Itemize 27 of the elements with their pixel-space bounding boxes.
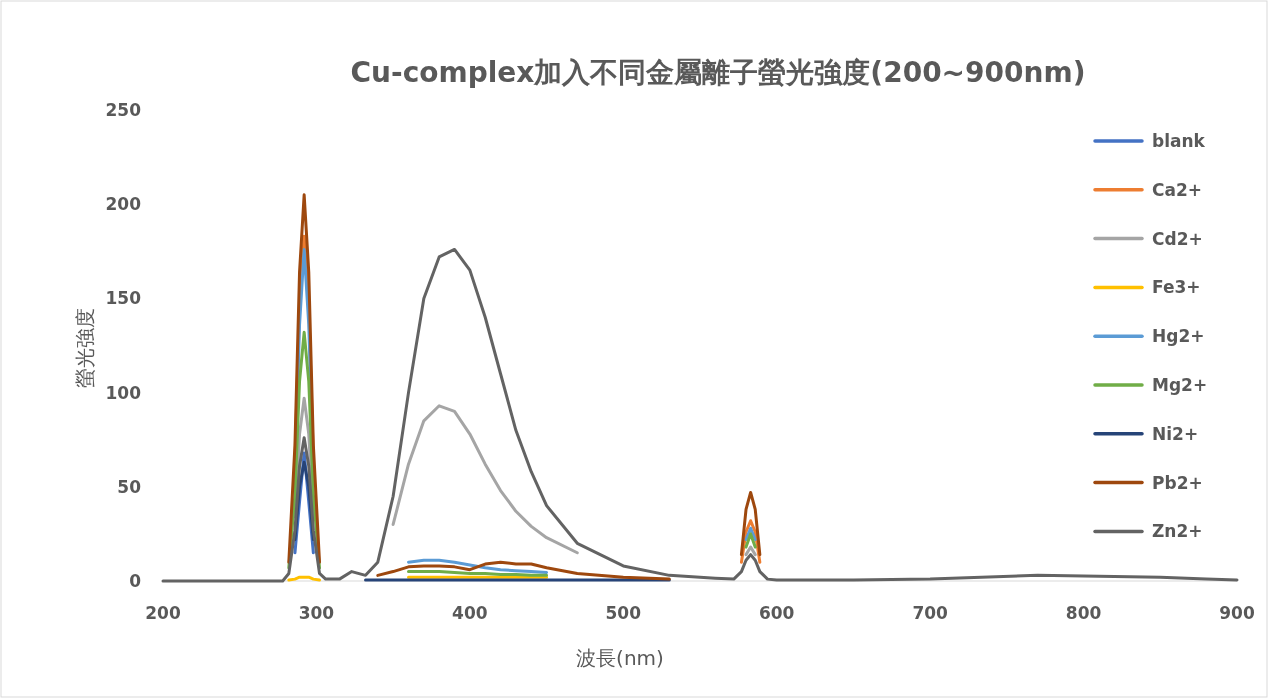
y-tick-label: 250 bbox=[105, 100, 142, 120]
legend-label: blank bbox=[1152, 131, 1206, 151]
y-tick-label: 150 bbox=[105, 288, 142, 309]
legend-label: Ni2+ bbox=[1152, 423, 1199, 444]
x-tick-label: 500 bbox=[605, 603, 642, 623]
x-tick-label: 900 bbox=[1219, 603, 1255, 623]
legend-label: Hg2+ bbox=[1152, 326, 1205, 347]
y-tick-label: 200 bbox=[105, 194, 142, 215]
y-tick-label: 50 bbox=[117, 476, 142, 497]
x-tick-label: 700 bbox=[912, 603, 949, 623]
legend-label: Cd2+ bbox=[1152, 228, 1203, 249]
chart-title: Cu-complex加入不同金屬離子螢光強度(200~900nm) bbox=[350, 56, 1086, 89]
x-tick-label: 200 bbox=[145, 603, 181, 623]
y-tick-label: 0 bbox=[129, 571, 142, 591]
legend-label: Fe3+ bbox=[1152, 277, 1201, 298]
legend-label: Zn2+ bbox=[1152, 521, 1203, 542]
x-axis-title: 波長(nm) bbox=[576, 646, 664, 670]
y-axis-title: 螢光強度 bbox=[73, 307, 97, 388]
legend-label: Ca2+ bbox=[1152, 179, 1203, 200]
legend-label: Mg2+ bbox=[1152, 375, 1208, 395]
x-tick-label: 800 bbox=[1065, 603, 1102, 623]
x-tick-label: 300 bbox=[298, 603, 335, 623]
x-tick-label: 400 bbox=[452, 603, 488, 623]
y-tick-label: 100 bbox=[105, 382, 142, 403]
legend-label: Pb2+ bbox=[1152, 472, 1203, 493]
line-series bbox=[161, 247, 1239, 583]
x-tick-label: 600 bbox=[758, 603, 795, 623]
